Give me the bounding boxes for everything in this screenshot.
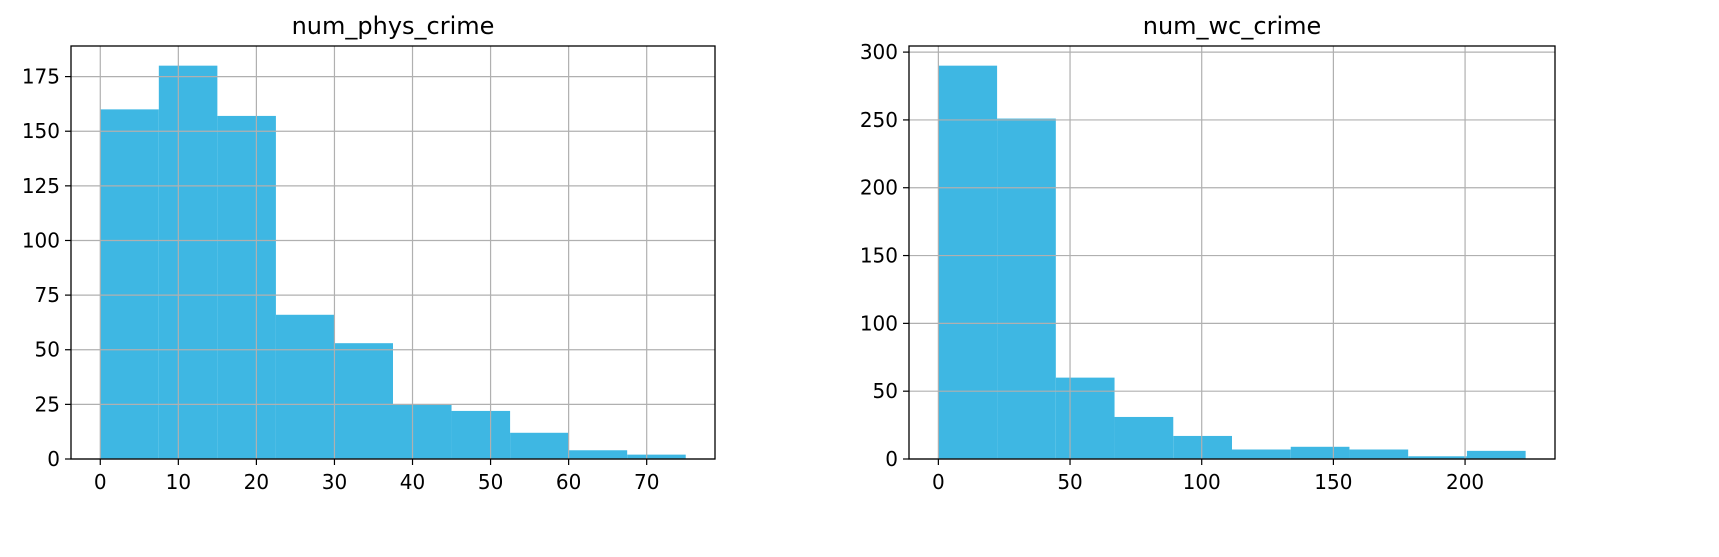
y-tick-label: 100 bbox=[22, 228, 60, 252]
histogram-bar bbox=[100, 109, 159, 460]
axes-frame bbox=[70, 45, 716, 460]
x-tick-label: 70 bbox=[634, 470, 659, 494]
histogram-bar bbox=[1290, 446, 1350, 459]
y-tick-label: 75 bbox=[35, 283, 60, 307]
histogram-num-wc-crime: 0 50 100 150 200 0 50 100 150 200 250 300 num_wc_cri… bbox=[860, 12, 1556, 494]
x-tick-label: 150 bbox=[1314, 470, 1352, 494]
histogram-bar bbox=[1408, 456, 1467, 459]
y-tick-label: 125 bbox=[22, 174, 60, 198]
y-tick-label: 0 bbox=[885, 447, 898, 471]
y-tick-label: 300 bbox=[860, 40, 898, 64]
x-tick-label: 0 bbox=[94, 470, 107, 494]
histogram-bar bbox=[1466, 450, 1526, 459]
x-tick-label: 20 bbox=[244, 470, 269, 494]
histogram-bar bbox=[334, 343, 393, 459]
y-tick-label: 250 bbox=[860, 108, 898, 132]
y-tick-label: 150 bbox=[860, 244, 898, 268]
x-tick-label: 10 bbox=[166, 470, 191, 494]
histogram-bar bbox=[1349, 449, 1409, 459]
histogram-bar bbox=[1055, 377, 1115, 459]
y-tick-label: 175 bbox=[22, 65, 60, 89]
x-tick-label: 40 bbox=[400, 470, 425, 494]
histogram-bar bbox=[275, 314, 335, 459]
histogram-bar bbox=[158, 65, 218, 460]
chart-title: num_phys_crime bbox=[292, 12, 495, 40]
histogram-bar bbox=[1232, 449, 1291, 459]
x-tick-label: 30 bbox=[322, 470, 347, 494]
histogram-bar bbox=[393, 404, 452, 459]
histogram-bar bbox=[938, 65, 998, 460]
histogram-bar bbox=[510, 432, 569, 459]
y-tick-label: 50 bbox=[873, 379, 898, 403]
x-tick-label: 0 bbox=[932, 470, 945, 494]
x-tick-label: 100 bbox=[1183, 470, 1221, 494]
y-tick-label: 50 bbox=[35, 338, 60, 362]
x-tick-label: 60 bbox=[556, 470, 581, 494]
histogram-bar bbox=[451, 410, 511, 459]
axes-frame bbox=[908, 45, 1556, 460]
histogram-num-phys-crime: 0 10 20 30 40 50 60 70 0 25 50 75 100 125 150 175 num_ph… bbox=[22, 12, 716, 494]
y-tick-label: 200 bbox=[860, 176, 898, 200]
x-tick-label: 50 bbox=[478, 470, 503, 494]
histogram-bar bbox=[997, 118, 1056, 459]
histogram-bar bbox=[1114, 416, 1174, 459]
chart-title: num_wc_crime bbox=[1143, 12, 1322, 40]
y-tick-label: 150 bbox=[22, 119, 60, 143]
y-tick-label: 100 bbox=[860, 311, 898, 335]
y-tick-label: 0 bbox=[47, 447, 60, 471]
histogram-bar bbox=[627, 454, 686, 459]
x-tick-label: 50 bbox=[1057, 470, 1082, 494]
histogram-bar bbox=[217, 115, 276, 459]
histogram-bar bbox=[568, 450, 628, 459]
y-tick-label: 25 bbox=[35, 392, 60, 416]
histogram-bar bbox=[1173, 435, 1232, 459]
x-tick-label: 200 bbox=[1446, 470, 1484, 494]
